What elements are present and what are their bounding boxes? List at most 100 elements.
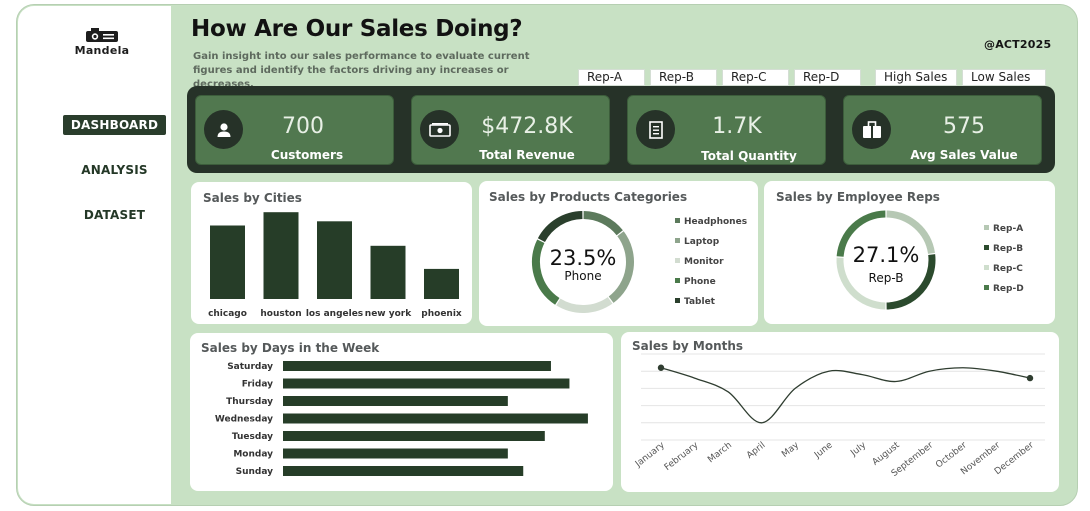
tick-label: June — [812, 440, 835, 461]
chart-days: Saturday Friday Thursday Wednesday Tuesday Mo… — [215, 361, 588, 477]
author-handle: @ACT2025 — [984, 38, 1052, 51]
tick-label: Tuesday — [232, 432, 273, 442]
page-title: How Are Our Sales Doing? — [191, 16, 523, 42]
legend-label: Tablet — [684, 297, 715, 307]
projector-icon — [86, 28, 118, 42]
legend-item-rep-c: Rep-C — [984, 264, 1023, 274]
series-line — [660, 367, 1031, 424]
tick-label: Wednesday — [215, 415, 273, 425]
legend-swatch — [984, 265, 989, 270]
slice-rep-a — [886, 210, 935, 254]
tick-label: Friday — [242, 380, 273, 390]
kpi-value: $472.8K — [481, 114, 573, 139]
bar-sunday — [283, 466, 524, 476]
money-icon — [420, 110, 459, 149]
chart-panel-cities: Sales by Cities chicago houston los angele… — [191, 182, 472, 324]
slicer-rep-b[interactable]: Rep-B — [650, 69, 717, 86]
chart-cities: chicago houston los angeles new york phoenix — [208, 212, 462, 319]
bar-tuesday — [283, 431, 545, 441]
slicer-high-sales[interactable]: High Sales — [875, 69, 957, 86]
donut-highlight-value: 27.1% — [852, 243, 920, 267]
slice-rep-c — [836, 257, 886, 310]
tick-label: houston — [260, 309, 301, 319]
bar-houston — [263, 212, 299, 299]
legend-swatch — [675, 278, 680, 283]
tick-label: April — [745, 440, 767, 461]
slice-tablet — [537, 211, 583, 243]
tick-label: March — [706, 440, 734, 465]
slice-monitor — [556, 297, 613, 313]
tick-label: Sunday — [236, 467, 274, 477]
legend-swatch — [675, 238, 680, 243]
chart-title: Sales by Cities — [203, 191, 302, 205]
donut-highlight-value: 23.5% — [549, 246, 617, 270]
nav-analysis[interactable]: ANALYSIS — [81, 163, 148, 177]
legend-swatch — [984, 285, 989, 290]
slice-rep-b — [886, 254, 936, 310]
donut-highlight-label: Phone — [564, 269, 602, 283]
tick-label: July — [848, 440, 868, 459]
bar-friday — [283, 378, 570, 389]
sidebar: Mandela DASHBOARD ANALYSIS DATASET — [18, 6, 171, 504]
slice-phone — [532, 239, 560, 305]
legend-label: Monitor — [684, 257, 724, 267]
slicer-rep-d[interactable]: Rep-D — [794, 69, 861, 86]
page-subtitle: Gain insight into our sales performance … — [193, 51, 530, 90]
legend-item-rep-b: Rep-B — [984, 244, 1023, 254]
tick-label: chicago — [208, 309, 247, 319]
legend-item-laptop: Laptop — [675, 237, 719, 247]
kpi-label: Avg Sales Value — [910, 148, 1018, 162]
legend-swatch — [675, 218, 680, 223]
bar-saturday — [283, 361, 551, 371]
tick-label: Thursday — [226, 397, 273, 407]
legend-item-rep-a: Rep-A — [984, 224, 1023, 234]
legend-item-phone: Phone — [675, 277, 716, 287]
chart-panel-months: Sales by Months January February March Apri… — [621, 332, 1059, 492]
bar-thursday — [283, 396, 508, 406]
slice-laptop — [608, 231, 634, 303]
point-january — [657, 364, 665, 371]
kpi-total-quantity: 1.7K Total Quantity — [627, 95, 826, 165]
legend-label: Headphones — [684, 217, 748, 227]
donut-highlight-label: Rep-B — [868, 271, 904, 285]
legend-label: Rep-C — [993, 264, 1023, 274]
tick-label: February — [663, 440, 701, 473]
brand-name: Mandela — [74, 44, 130, 57]
bar-phoenix — [424, 268, 459, 299]
person-icon — [204, 110, 243, 149]
slicer-rep-c[interactable]: Rep-C — [722, 69, 789, 86]
kpi-avg-sales-value: 575 Avg Sales Value — [843, 95, 1042, 165]
legend-item-rep-d: Rep-D — [984, 284, 1024, 294]
brand-logo: Mandela — [72, 28, 132, 57]
kpi-value: 700 — [282, 114, 324, 139]
chart-reps — [836, 210, 936, 310]
briefcase-icon — [852, 110, 891, 149]
slice-headphones — [583, 211, 623, 236]
chart-panel-categories: Sales by Products Categories 23.5% Phone… — [479, 181, 758, 326]
legend-swatch — [984, 225, 989, 230]
bar-los-angeles — [317, 221, 352, 299]
tick-label: August — [871, 440, 902, 468]
legend-item-tablet: Tablet — [675, 297, 715, 307]
kpi-total-revenue: $472.8K Total Revenue — [411, 95, 610, 165]
nav-dashboard[interactable]: DASHBOARD — [63, 115, 166, 135]
slicer-rep-a[interactable]: Rep-A — [578, 69, 645, 86]
nav-dataset[interactable]: DATASET — [83, 208, 146, 222]
tick-label: new york — [365, 309, 412, 319]
receipt-icon — [636, 110, 675, 149]
legend-swatch — [984, 245, 989, 250]
legend-swatch — [675, 258, 680, 263]
point-december — [1026, 374, 1034, 382]
tick-label: Saturday — [227, 362, 273, 372]
kpi-label: Total Quantity — [701, 149, 797, 163]
kpi-label: Customers — [270, 148, 344, 162]
tick-label: phoenix — [421, 309, 462, 319]
bar-monday — [283, 448, 508, 459]
legend-label: Phone — [684, 277, 716, 287]
kpi-value: 575 — [943, 114, 985, 139]
tick-label: los angeles — [306, 309, 363, 319]
slicer-low-sales[interactable]: Low Sales — [962, 69, 1046, 86]
legend-label: Rep-D — [993, 284, 1024, 294]
legend-label: Laptop — [684, 237, 720, 247]
